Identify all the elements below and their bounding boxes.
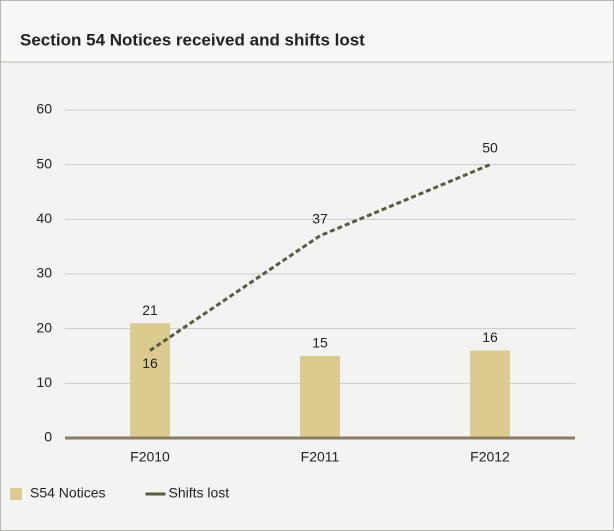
legend-swatch [10, 488, 22, 500]
y-tick-label: 30 [36, 265, 52, 281]
y-tick-label: 60 [36, 101, 52, 117]
x-tick-label: F2012 [470, 449, 510, 465]
legend-label: Shifts lost [168, 485, 229, 501]
chart-title: Section 54 Notices received and shifts l… [20, 30, 365, 49]
y-tick-label: 50 [36, 155, 52, 171]
legend-label: S54 Notices [30, 485, 105, 501]
data-label: 21 [142, 302, 158, 318]
bar [470, 350, 510, 438]
bar [130, 323, 170, 438]
data-label: 37 [312, 210, 328, 226]
x-tick-label: F2010 [130, 449, 170, 465]
title-bar [1, 1, 613, 62]
y-tick-label: 40 [36, 210, 52, 226]
line [149, 163, 491, 352]
data-label: 16 [482, 329, 498, 345]
x-tick-label: F2011 [301, 449, 340, 465]
data-label: 50 [482, 139, 498, 155]
y-tick-label: 20 [36, 319, 52, 335]
data-label: 15 [312, 335, 328, 351]
bar [300, 356, 340, 438]
data-label: 16 [142, 355, 158, 371]
y-tick-label: 10 [36, 374, 52, 390]
y-tick-label: 0 [44, 429, 52, 445]
